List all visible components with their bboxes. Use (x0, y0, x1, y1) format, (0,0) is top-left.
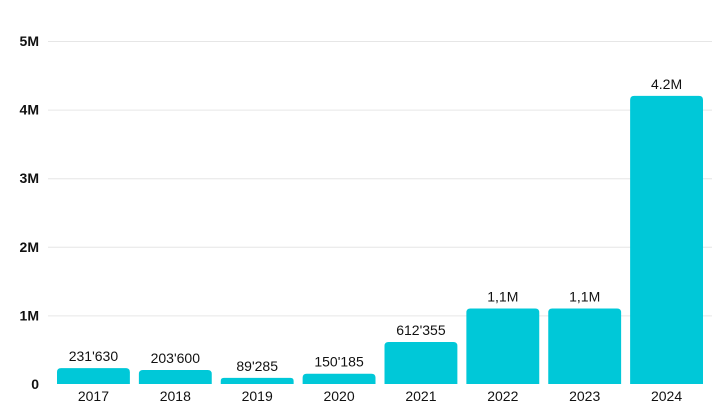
y-tick-label: 5M (20, 33, 39, 49)
y-tick-label: 4M (20, 102, 39, 118)
x-tick-label: 2022 (487, 388, 518, 404)
y-tick-label: 3M (20, 170, 39, 186)
data-label: 150'185 (314, 354, 364, 370)
y-axis: 0 1M 2M 3M 4M 5M (20, 33, 40, 392)
y-tick-label: 2M (20, 239, 39, 255)
grid-layer (48, 41, 712, 317)
data-label: 1,1M (569, 289, 600, 305)
data-label: 89'285 (236, 358, 278, 374)
y-tick-label: 0 (31, 376, 39, 392)
x-axis: 2017 2018 2019 2020 2021 2022 2023 2024 (78, 388, 682, 404)
bar-2020 (302, 373, 376, 384)
data-label: 612'355 (396, 322, 446, 338)
bar-2024 (630, 95, 703, 384)
label-layer: 231'630 203'600 89'285 150'185 612'355 1,1M 1,… (69, 76, 682, 374)
bar-layer (57, 95, 703, 384)
data-label: 4.2M (651, 76, 682, 92)
bar-2023 (548, 308, 622, 384)
x-tick-label: 2020 (323, 388, 354, 404)
x-tick-label: 2018 (160, 388, 191, 404)
data-label: 1,1M (487, 289, 518, 305)
y-tick-label: 1M (20, 307, 39, 323)
x-tick-label: 2021 (405, 388, 436, 404)
bar-2018 (138, 370, 212, 384)
data-label: 231'630 (69, 348, 119, 364)
x-tick-label: 2024 (651, 388, 682, 404)
x-tick-label: 2017 (78, 388, 109, 404)
bar-2022 (466, 308, 540, 384)
bar-2021 (384, 341, 458, 384)
bar-2017 (57, 368, 130, 384)
data-label: 203'600 (151, 350, 201, 366)
x-tick-label: 2019 (242, 388, 273, 404)
bar-2019 (220, 377, 294, 384)
x-tick-label: 2023 (569, 388, 600, 404)
